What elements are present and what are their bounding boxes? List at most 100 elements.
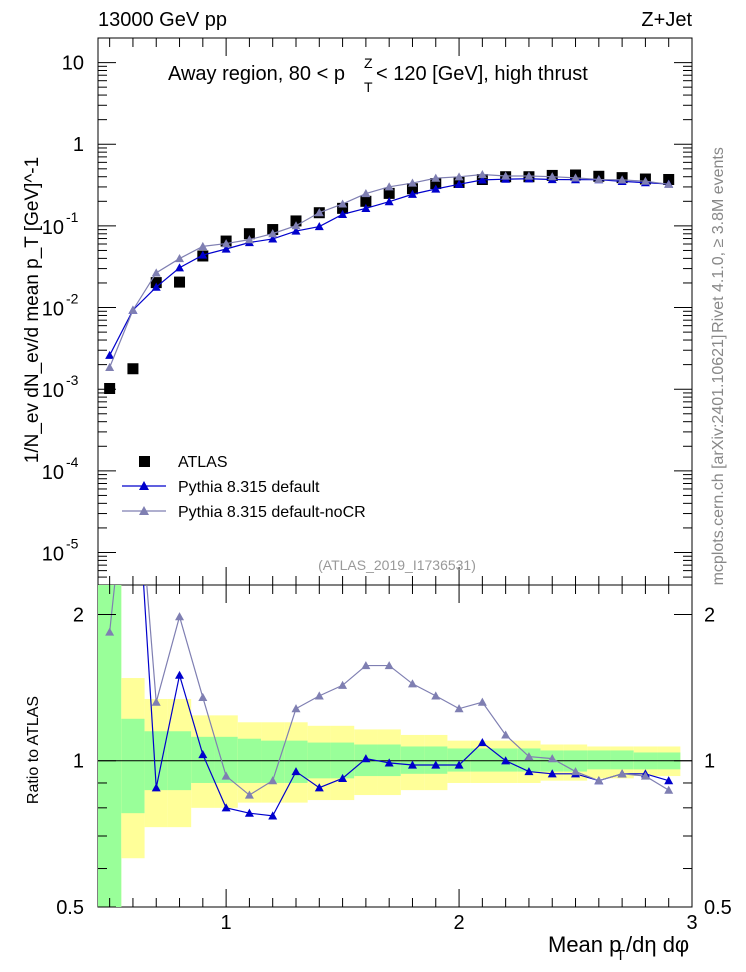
nocr-point [338, 199, 348, 208]
ratio-default-point [501, 756, 511, 765]
default-point [291, 226, 301, 235]
ratio-default-point [547, 769, 557, 778]
ratio-band-inner [424, 746, 448, 774]
ratio-ytick-label: 2 [73, 604, 84, 626]
nocr-point [571, 173, 581, 182]
atlas-point [406, 183, 418, 195]
side-rivet-label: Rivet 4.1.0, ≥ 3.8M events [710, 147, 727, 333]
legend-label-nocr: Pythia 8.315 default-noCR [178, 504, 366, 521]
default-point [221, 244, 231, 253]
ratio-band-inner [400, 746, 425, 774]
ratio-nocr-point [477, 697, 487, 706]
nocr-point [314, 208, 324, 217]
ratio-nocr-point [454, 704, 464, 713]
main-ytick-label-exp: -4 [66, 454, 79, 470]
atlas-point [243, 228, 255, 240]
nocr-point [547, 172, 557, 181]
atlas-point [360, 195, 372, 207]
ratio-default-point [128, 408, 137, 416]
ratio-default-point [407, 760, 417, 769]
ratio-band-inner [98, 585, 122, 907]
main-ytick-label: 1 [73, 134, 84, 156]
default-point [477, 175, 487, 184]
main-ytick-label-base: 10 [42, 299, 64, 321]
nocr-point [198, 241, 208, 250]
nocr-point [384, 182, 394, 191]
ratio-default-point [454, 760, 464, 769]
ratio-nocr-point [640, 771, 650, 780]
ratio-ytick-label: 0.5 [56, 897, 84, 919]
ratio-default-point [221, 803, 231, 812]
ratio-nocr-point [105, 627, 115, 636]
ratio-default-point [338, 773, 348, 782]
legend-marker-atlas [139, 456, 150, 467]
ratio-default-point [268, 811, 278, 820]
atlas-point [290, 215, 302, 227]
nocr-point [361, 189, 371, 198]
ratio-default-point [384, 758, 394, 767]
ratio-nocr-point [198, 692, 208, 702]
nocr-point [617, 175, 627, 184]
ratio-ytick-label: 1 [73, 751, 84, 773]
ratio-nocr-point [524, 752, 534, 761]
ratio-ytick-label-right: 0.5 [704, 897, 732, 919]
ratio-default-point [361, 754, 371, 763]
xlabel-post: /dη dφ [626, 932, 689, 957]
ratio-default-point [477, 738, 487, 747]
default-point [198, 250, 208, 259]
side-mcplots-label: mcplots.cern.ch [arXiv:2401.10621] [710, 335, 727, 586]
main-title-pre: Away region, 80 < p [168, 63, 345, 85]
ratio-nocr-point [151, 697, 161, 706]
ratio-nocr-point [128, 408, 137, 416]
default-point [175, 263, 185, 272]
default-point [454, 179, 464, 188]
atlas-point [127, 363, 139, 375]
main-series [104, 169, 675, 394]
nocr-point [477, 169, 487, 179]
nocr-point [221, 239, 231, 248]
default-point [361, 203, 371, 212]
legend-label-atlas: ATLAS [178, 454, 228, 471]
ratio-band-inner [284, 740, 308, 783]
ratio-default-point [198, 750, 208, 759]
main-frame [97, 37, 693, 586]
nocr-point [268, 229, 278, 238]
xlabel-pre: Mean p [548, 932, 621, 957]
xlabel-sub: T [616, 947, 625, 964]
ratio-band-inner [470, 748, 494, 772]
nocr-point [524, 171, 534, 180]
ratio-default-point [431, 760, 441, 769]
nocr-point [291, 221, 301, 230]
default-point [314, 222, 324, 231]
main-ytick-label-exp: -1 [66, 209, 79, 225]
default-point [431, 184, 441, 193]
ratio-xtick-label: 2 [453, 912, 464, 934]
ratio-band-inner [447, 748, 471, 772]
legend-marker-default [139, 481, 149, 490]
ratio-nocr-point [594, 776, 604, 785]
ratio-xtick-label: 1 [221, 912, 232, 934]
ratio-nocr-point [617, 769, 627, 778]
nocr-point [431, 173, 441, 182]
ratio-xtick-label: 3 [686, 912, 697, 934]
main-title-sub: T [364, 79, 373, 95]
ratio-nocr-point [268, 776, 278, 785]
ratio-default-point [524, 767, 534, 776]
ratio-ytick-label-right: 2 [704, 604, 715, 626]
ratio-nocr-point [431, 691, 441, 700]
ratio-nocr-point [571, 767, 581, 776]
legend-marker-nocr [139, 506, 149, 515]
atlas-point [337, 202, 349, 214]
process-label: Z+Jet [641, 9, 692, 31]
main-title-post: < 120 [GeV], high thrust [376, 63, 588, 85]
ratio-band-inner [261, 740, 285, 783]
ratio-default-point [664, 776, 674, 785]
energy-label: 13000 GeV pp [98, 9, 227, 31]
ratio-nocr-point [221, 771, 231, 780]
ratio-band-inner [191, 736, 215, 783]
atlas-point [430, 178, 442, 190]
ratio-default-point [314, 783, 324, 792]
ratio-nocr-point [338, 680, 348, 689]
ratio-default-point [151, 783, 161, 792]
